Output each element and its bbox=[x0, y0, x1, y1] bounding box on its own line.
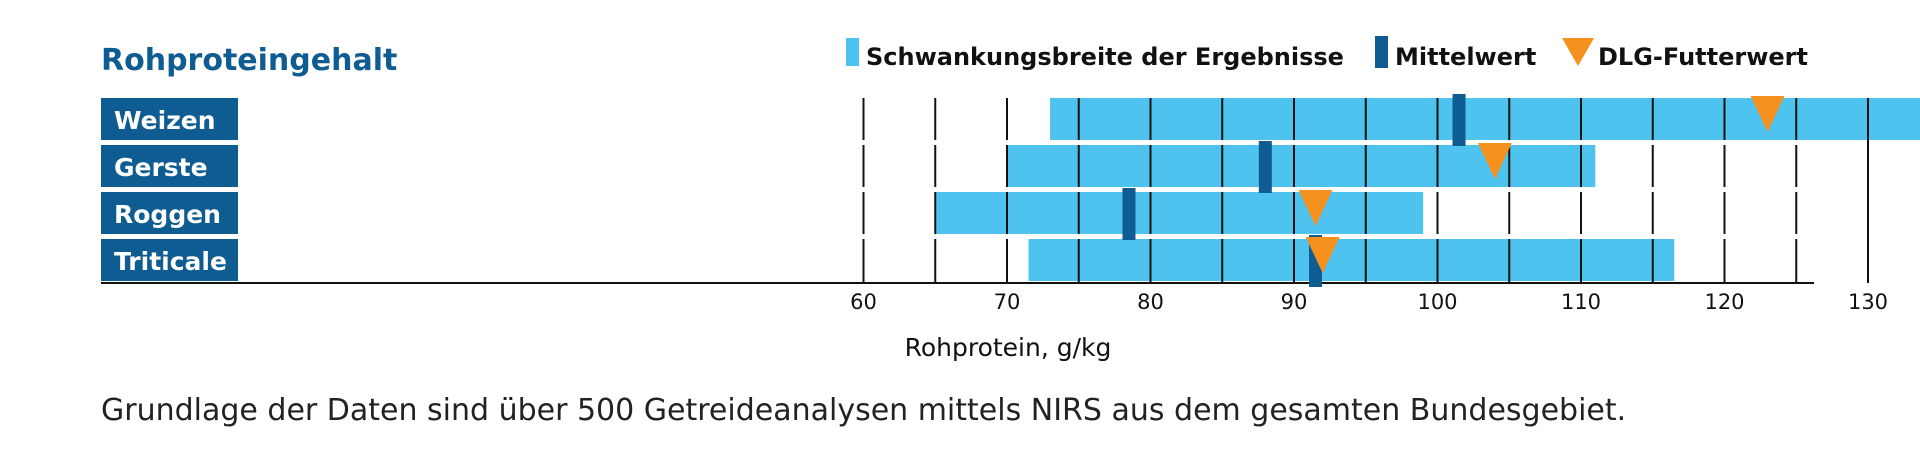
footnote: Grundlage der Daten sind über 500 Getrei… bbox=[101, 393, 1626, 428]
legend-dlg-swatch bbox=[1562, 38, 1594, 66]
legend: Schwankungsbreite der Ergebnisse Mittelw… bbox=[846, 36, 1808, 71]
category-label-box bbox=[101, 98, 238, 140]
range-bar-triticale bbox=[1028, 239, 1675, 281]
x-tick-label-90: 90 bbox=[1281, 290, 1308, 314]
x-tick-label-100: 100 bbox=[1417, 290, 1457, 314]
dlg-marker-weizen bbox=[1750, 96, 1785, 132]
category-label-roggen: Roggen bbox=[114, 200, 221, 229]
x-tick-label-120: 120 bbox=[1704, 290, 1744, 314]
x-tick-label-130: 130 bbox=[1848, 290, 1888, 314]
x-tick-label-80: 80 bbox=[1137, 290, 1164, 314]
category-label-weizen: Weizen bbox=[114, 106, 216, 135]
legend-mean-swatch bbox=[1375, 36, 1388, 68]
x-tick-label-110: 110 bbox=[1561, 290, 1601, 314]
legend-mean-label: Mittelwert bbox=[1395, 43, 1536, 71]
range-bar-weizen bbox=[1050, 98, 1920, 140]
category-label-box bbox=[101, 145, 238, 187]
legend-dlg-label: DLG-Futterwert bbox=[1598, 43, 1808, 71]
category-label-box bbox=[101, 239, 238, 281]
dlg-marker-roggen bbox=[1298, 190, 1333, 226]
dlg-marker-gerste bbox=[1477, 143, 1512, 179]
mean-marker-roggen bbox=[1122, 188, 1136, 240]
category-label-box bbox=[101, 192, 238, 234]
chart-title: Rohproteingehalt bbox=[101, 43, 397, 78]
plot-area: Weizen Gerste Roggen Triticale 60 70 80 90 100 11… bbox=[101, 94, 1920, 314]
range-bar-roggen bbox=[935, 192, 1424, 234]
x-tick-label-70: 70 bbox=[994, 290, 1021, 314]
dlg-marker-triticale bbox=[1305, 237, 1340, 273]
category-label-gerste: Gerste bbox=[114, 153, 208, 182]
x-axis-title: Rohprotein, g/kg bbox=[905, 333, 1112, 362]
mean-marker-gerste bbox=[1258, 141, 1272, 193]
x-tick-label-60: 60 bbox=[850, 290, 877, 314]
category-label-triticale: Triticale bbox=[114, 247, 227, 276]
legend-range-label: Schwankungsbreite der Ergebnisse bbox=[866, 43, 1344, 71]
legend-range-swatch bbox=[846, 38, 859, 66]
mean-marker-weizen bbox=[1452, 94, 1466, 146]
